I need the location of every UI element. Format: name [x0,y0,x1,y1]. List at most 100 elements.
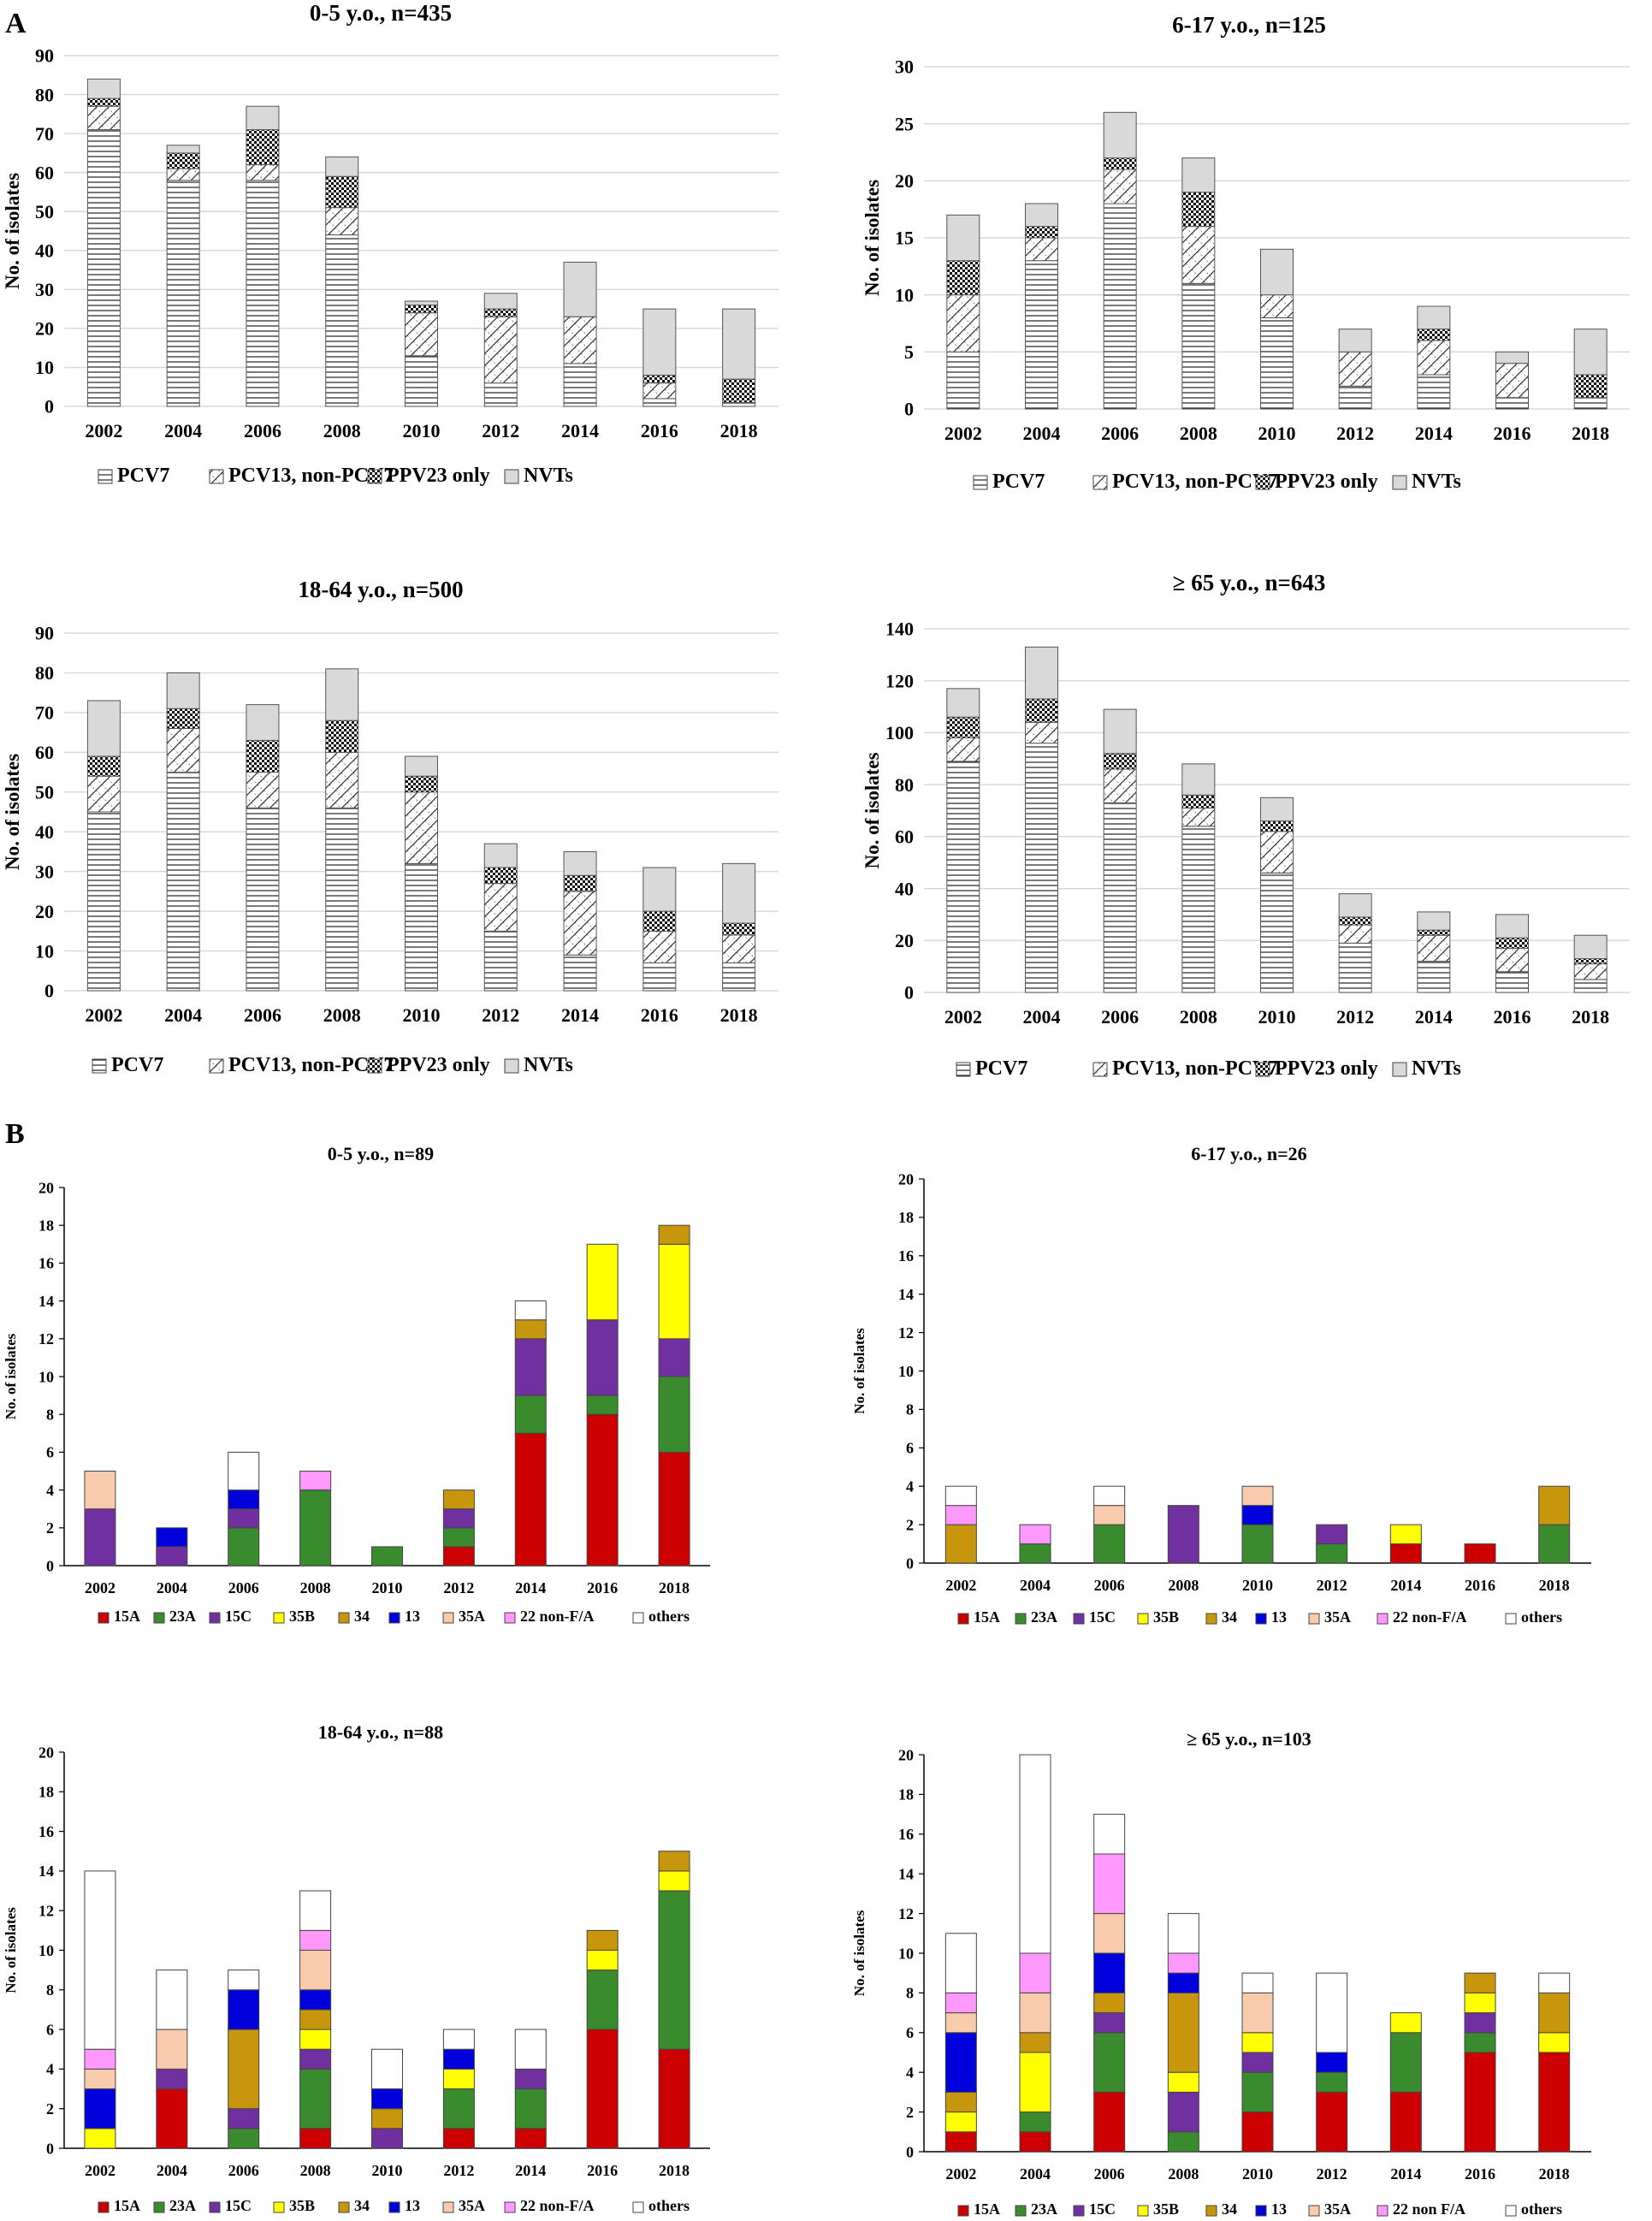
legend-label-others: others [1521,1608,1562,1626]
bar-segment-pcv7-2002 [86,811,121,992]
bar-segment-others-2008 [1167,1913,1199,1954]
y-tick-label: 50 [35,201,54,222]
bar-segment-23a-2012 [1316,1543,1348,1564]
x-tick-label: 2008 [323,420,361,441]
bar-segment-15a-2010 [1241,2111,1274,2153]
legend-label-15a: 15A [974,2200,1000,2218]
legend-label-35a: 35A [1324,1608,1351,1626]
bar-segment-15c-2016 [586,1319,619,1396]
legend-label-pcv7: PCV7 [975,1057,1027,1080]
x-tick-label: 2002 [85,1579,115,1596]
y-tick-label: 20 [38,1179,54,1196]
bar-segment-pcv13-non-pcv7-2014 [1417,340,1451,376]
bar-segment-23a-2012 [442,2088,475,2129]
bar-segment-pcv13-non-pcv7-2014 [563,891,597,956]
bar-segment-nvts-2004 [166,672,200,709]
bar-segment-nvts-2016 [642,867,677,912]
x-tick-label: 2004 [1020,1577,1051,1594]
y-tick-label: 2 [906,2104,914,2121]
x-tick-label: 2014 [1415,1006,1453,1028]
bar-segment-others-2006 [1093,1814,1126,1855]
x-tick-label: 2018 [1572,1006,1609,1028]
x-tick-label: 2018 [1572,423,1609,444]
y-tick-label: 10 [898,1363,914,1380]
bar-segment-ppv23-only-2010 [1260,820,1294,832]
chart-title: 18-64 y.o., n=88 [318,1721,443,1743]
chart-18-64-yo-nvt-serotypes: 18-64 y.o., n=88 No. of isolates 0 2 4 6 8 10 12… [3,1721,710,2214]
x-tick-label: 2016 [1494,1006,1531,1028]
x-tick-label: 2012 [443,2162,474,2179]
legend-label-15c: 15C [225,1608,252,1625]
x-tick-label: 2010 [1242,1577,1273,1594]
legend-label-ppv23-only: PPV23 only [1275,1057,1378,1080]
bar-segment-34-2016 [586,1929,619,1952]
y-tick-label: 4 [906,2064,914,2082]
bar-segment-pcv7-2002 [86,129,121,407]
bar-segment-15c-2006 [1093,2012,1126,2034]
x-tick-label: 2010 [403,420,441,441]
y-tick-label: 25 [895,113,914,134]
x-tick-label: 2004 [164,420,202,441]
y-tick-label: 70 [35,702,54,724]
bar-segment-pcv7-2008 [325,234,359,407]
bar-segment-35b-2018 [658,1870,690,1892]
bar-segment-34-2002 [944,2091,977,2113]
bar-segment-pcv13-non-pcv7-2008 [325,207,359,236]
bar-segment-nvts-2010 [1260,248,1294,296]
y-tick-label: 6 [46,2021,54,2038]
bar-segment-pcv7-2004 [1025,743,1058,993]
x-tick-label: 2004 [157,1579,187,1596]
y-tick-label: 70 [35,123,54,145]
legend-label-15a: 15A [114,2197,140,2214]
bar-segment-15a-2012 [442,2128,475,2149]
legend-swatch-nvts [1392,1062,1407,1077]
x-tick-label: 2002 [944,1006,982,1028]
bar-segment-15c-2012 [1316,1524,1348,1545]
bar-segment-15a-2008 [299,2128,332,2149]
bar-segment-13-2010 [371,2088,403,2110]
bar-segment-ppv23-only-2002 [86,755,121,777]
x-tick-label: 2010 [1258,423,1296,444]
y-tick-label: 20 [38,1744,54,1761]
x-tick-label: 2012 [1317,2165,1347,2183]
y-tick-label: 60 [895,826,914,848]
bar-segment-nvts-2012 [483,843,518,868]
bar-segment-nvts-2002 [86,700,121,757]
bar-segment-nvts-2010 [405,300,438,306]
y-tick-label: 30 [895,56,914,78]
x-tick-label: 2016 [587,2162,618,2179]
bar-segment-15a-2006 [1093,2091,1126,2153]
bar-segment-ppv23-only-2002 [946,716,980,739]
x-tick-label: 2016 [1465,2165,1495,2183]
bar-segment-23a-2014 [514,2088,547,2129]
bar-segment-ppv23-only-2018 [1573,958,1608,965]
bar-segment-35b-2008 [1167,2071,1199,2093]
bar-segment-34-2006 [1093,1992,1126,2014]
legend-swatch-pcv13-non-pcv7 [209,1058,224,1074]
x-tick-label: 2006 [228,1579,259,1596]
x-tick-label: 2010 [372,1579,403,1596]
legend-label-35a: 35A [459,1608,485,1625]
bar-segment-pcv13-non-pcv7-2016 [642,930,677,963]
bar-segment-35b-2016 [586,1243,619,1321]
bar-segment-others-2012 [1316,1972,1348,2053]
bar-segment-23a-2010 [371,1546,403,1567]
x-tick-label: 2004 [164,1004,202,1026]
x-tick-label: 2004 [1023,1006,1061,1028]
bar-segment-pcv13-non-pcv7-2016 [1495,363,1529,399]
legend-swatch-pcv7 [973,475,988,490]
chart-6-17-yo-serotype-groups: 6-17 y.o., n=125 No. of isolates 0 5 10 15 20 2… [862,12,1630,493]
legend-swatch-35b [273,1612,285,1624]
y-tick-label: 4 [906,1478,914,1495]
bar-segment-23a-2016 [1464,2032,1496,2053]
bar-segment-34-2018 [1538,1992,1571,2034]
bar-segment-13-2008 [299,1989,332,2011]
legend-swatch-15c [1073,2205,1085,2217]
x-tick-label: 2008 [1168,2165,1199,2183]
bar-segment-others-2002 [84,1870,116,2050]
bar-segment-15c-2014 [514,1338,547,1396]
y-tick-label: 4 [46,1482,54,1499]
y-tick-label: 16 [898,1826,914,1843]
y-tick-label: 50 [35,781,54,803]
legend-swatch-35b [1137,2205,1149,2217]
